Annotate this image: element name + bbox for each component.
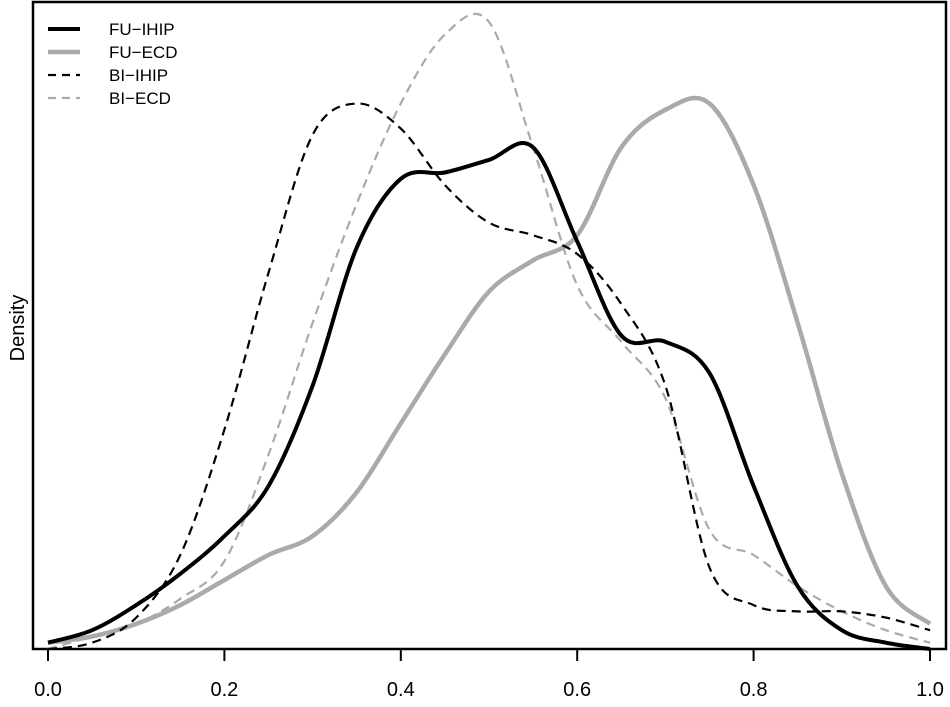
legend: FU−IHIP FU−ECD BI−IHIP BI−ECD [48, 20, 177, 108]
x-axis: 0.0 0.2 0.4 0.6 0.8 1.0 [34, 648, 944, 701]
y-axis-label: Density [7, 295, 29, 362]
series-line-0 [47, 141, 931, 651]
series-layer [47, 12, 932, 651]
series-line-3 [47, 12, 931, 651]
x-tick-label: 0.4 [387, 679, 415, 701]
legend-label-2: BI−IHIP [109, 66, 168, 85]
legend-label-0: FU−IHIP [109, 20, 175, 39]
legend-label-1: FU−ECD [109, 43, 177, 62]
series-line-1 [47, 95, 932, 645]
series-line-2 [47, 102, 931, 651]
x-tick-label: 0.6 [563, 679, 591, 701]
x-tick-label: 0.2 [210, 679, 238, 701]
x-tick-label: 0.0 [34, 679, 62, 701]
legend-label-3: BI−ECD [109, 89, 171, 108]
x-tick-label: 1.0 [916, 679, 944, 701]
x-tick-label: 0.8 [740, 679, 768, 701]
